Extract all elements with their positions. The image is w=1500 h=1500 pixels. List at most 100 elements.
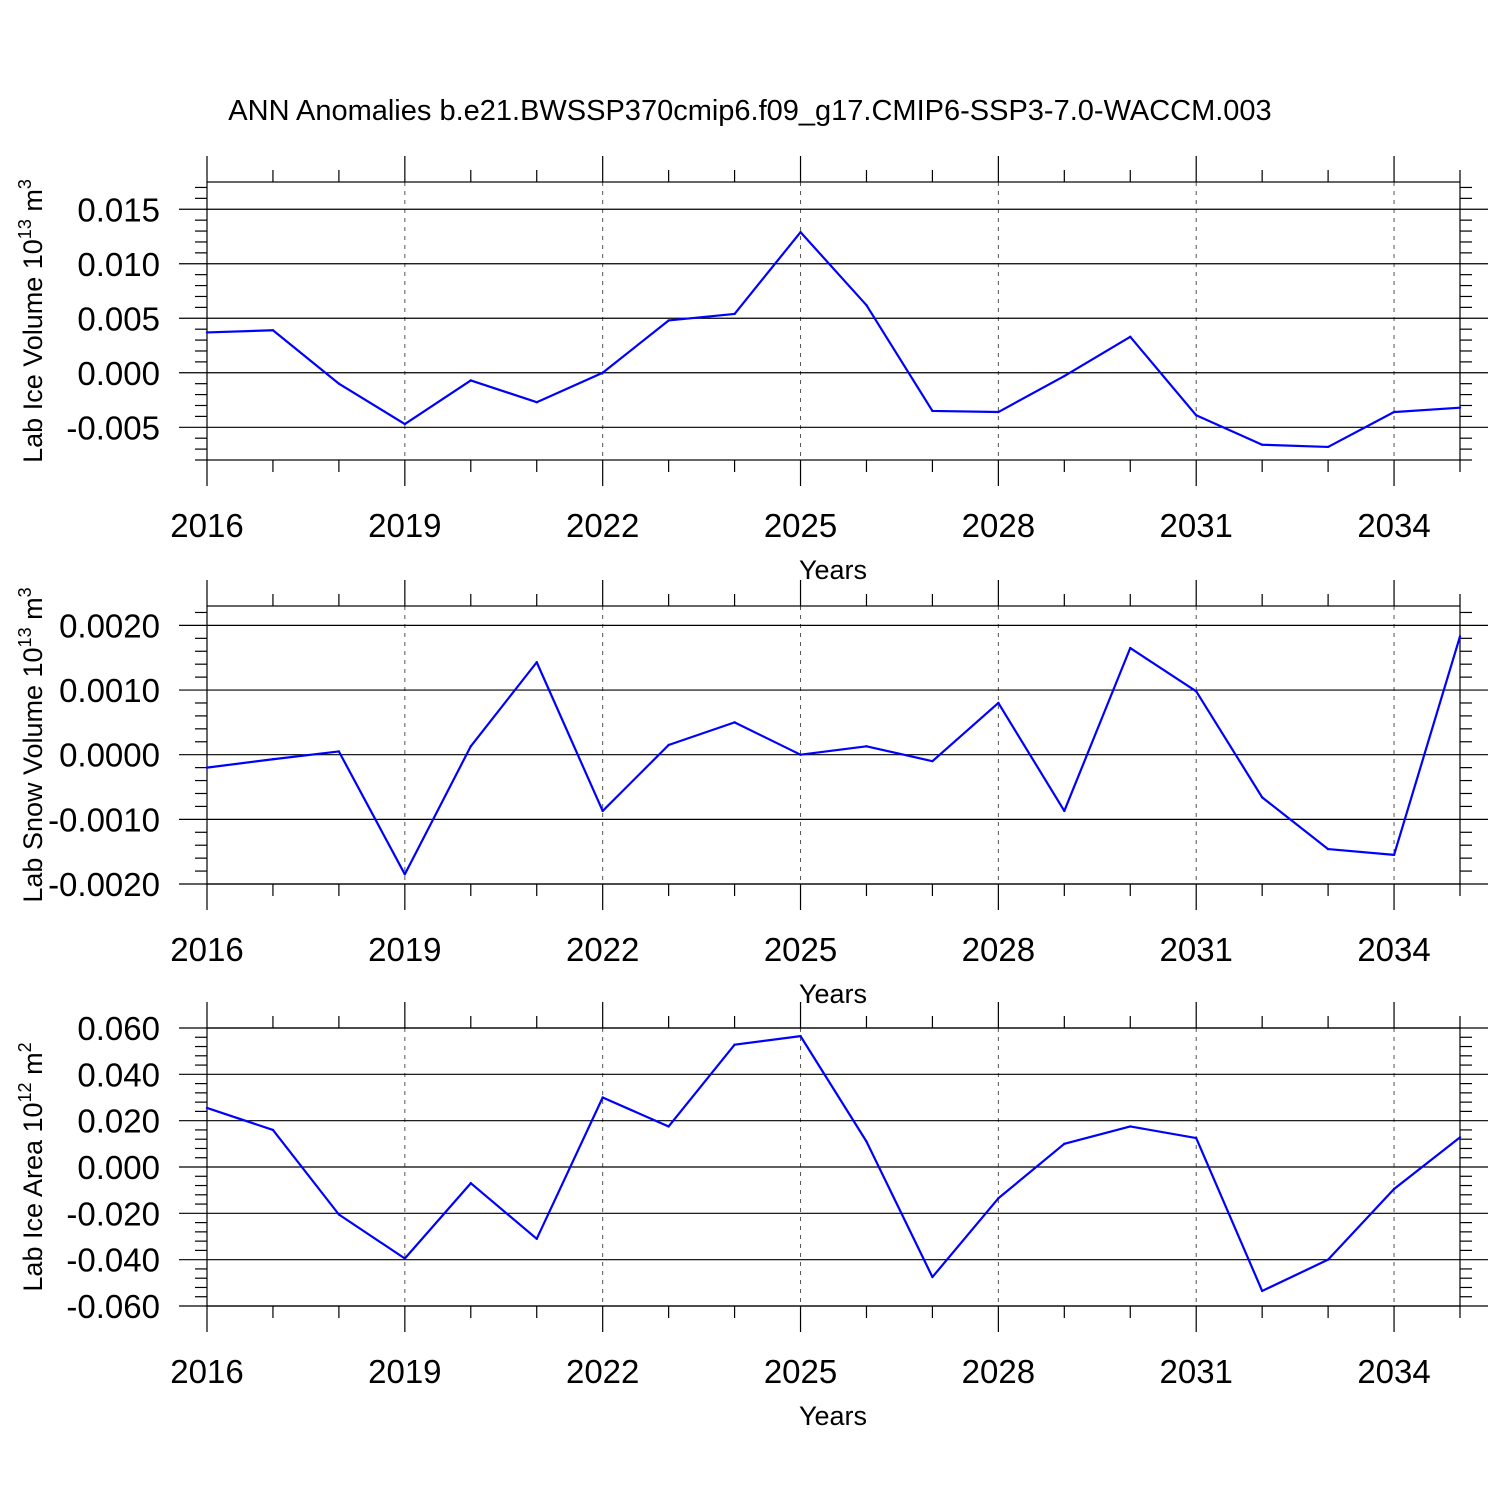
data-point	[1458, 635, 1462, 638]
data-point	[667, 743, 670, 747]
data-point	[733, 1043, 736, 1046]
data-point	[1195, 414, 1198, 417]
data-point	[865, 303, 868, 307]
data-point	[337, 382, 341, 385]
x-tick-label: 2034	[1357, 1353, 1430, 1390]
data-point	[1392, 1187, 1396, 1191]
data-point	[535, 1237, 538, 1241]
x-tick-label: 2022	[566, 507, 639, 544]
y-tick-label: 0.0020	[59, 607, 160, 644]
x-tick-label: 2028	[962, 1353, 1035, 1390]
data-point	[997, 701, 1000, 705]
y-axis-title: Lab Ice Volume 1013 m3	[15, 179, 48, 463]
data-point	[1129, 1125, 1132, 1128]
data-point	[865, 1140, 868, 1143]
x-tick-label: 2019	[368, 507, 441, 544]
y-tick-label: -0.0010	[48, 801, 160, 838]
data-point	[1326, 1258, 1330, 1261]
data-point	[1260, 443, 1264, 446]
y-axis-title-ylabel-unit-exp: 3	[15, 587, 35, 597]
data-point	[337, 750, 341, 753]
y-tick-label: -0.005	[66, 409, 160, 446]
panels: 2016 2019 2022 2025 2028 2031 2034 Years 0.015 0.…	[15, 156, 1488, 1431]
y-tick-label: -0.060	[66, 1288, 160, 1325]
data-point	[205, 1106, 209, 1110]
y-axis-title-ylabel-exp: 13	[15, 627, 35, 647]
data-point	[667, 319, 670, 322]
y-tick-label: 0.040	[77, 1056, 160, 1093]
data-point	[799, 1034, 802, 1038]
y-tick-label: 0.000	[77, 355, 160, 392]
data-point	[931, 409, 934, 413]
series-line	[206, 636, 1462, 876]
y-axis-title-ylabel-unit-exp: 2	[15, 1042, 35, 1052]
data-point	[997, 410, 1000, 414]
data-point	[1260, 796, 1264, 799]
panel-2: 2016 2019 2022 2025 2028 2031 2034 Years 0.0020 0…	[15, 580, 1488, 1009]
x-tick-label: 2031	[1159, 507, 1232, 544]
y-tick-label: 0.015	[77, 191, 160, 228]
x-tick-label: 2019	[368, 1353, 441, 1390]
plot-frame	[206, 181, 1461, 461]
x-tick-label: 2019	[368, 931, 441, 968]
data-point	[667, 1125, 670, 1128]
data-point	[403, 873, 407, 876]
data-point	[403, 422, 407, 426]
data-point	[1063, 809, 1066, 813]
data-point	[271, 1128, 275, 1132]
data-point	[1260, 1289, 1264, 1293]
x-axis-title: Years	[799, 555, 867, 585]
y-tick-label: 0.0010	[59, 672, 160, 709]
data-point	[733, 721, 736, 724]
x-tick-label: 2028	[962, 507, 1035, 544]
data-point	[271, 758, 275, 761]
data-point	[733, 312, 736, 316]
x-tick-label: 2025	[764, 507, 837, 544]
x-tick-label: 2031	[1159, 1353, 1232, 1390]
data-point	[1195, 690, 1198, 693]
x-axis-title: Years	[799, 1401, 867, 1431]
data-point	[601, 1096, 604, 1099]
panel-3: 2016 2019 2022 2025 2028 2031 2034 Years 0.060 0.…	[15, 1002, 1488, 1431]
y-tick-label: 0.010	[77, 246, 160, 283]
x-tick-label: 2031	[1159, 931, 1232, 968]
y-tick-label: 0.060	[77, 1010, 160, 1047]
data-point	[799, 230, 802, 234]
y-tick-label: -0.040	[66, 1242, 160, 1279]
x-tick-label: 2034	[1357, 931, 1430, 968]
series-line	[206, 1035, 1461, 1293]
data-point	[469, 1182, 472, 1185]
data-point	[931, 1275, 934, 1279]
data-point	[535, 401, 538, 404]
data-point	[337, 1213, 341, 1216]
panel-1: 2016 2019 2022 2025 2028 2031 2034 Years 0.015 0.…	[15, 156, 1488, 585]
y-axis-title-ylabel-unit: m	[18, 597, 48, 627]
y-tick-label: 0.0000	[59, 737, 160, 774]
data-point	[1129, 646, 1132, 650]
y-tick-label: -0.0020	[48, 866, 160, 903]
x-tick-label: 2025	[764, 931, 837, 968]
y-axis-title-ylabel-unit: m	[18, 189, 48, 219]
data-point	[1063, 374, 1066, 378]
x-tick-label: 2022	[566, 1353, 639, 1390]
y-tick-label: 0.020	[77, 1103, 160, 1140]
data-point	[1195, 1136, 1198, 1140]
data-point	[1063, 1142, 1066, 1146]
y-axis-title-ylabel-unit: m	[18, 1052, 48, 1082]
data-point	[1129, 335, 1132, 339]
x-tick-label: 2022	[566, 931, 639, 968]
x-tick-label: 2016	[170, 1353, 243, 1390]
x-tick-label: 2034	[1357, 507, 1430, 544]
data-point	[931, 759, 934, 763]
data-point	[271, 329, 275, 332]
data-point	[997, 1197, 1000, 1200]
y-axis-title: Lab Ice Area 1012 m2	[15, 1042, 48, 1291]
y-tick-label: 0.000	[77, 1149, 160, 1186]
x-tick-label: 2025	[764, 1353, 837, 1390]
data-point	[205, 331, 209, 334]
data-point	[1392, 853, 1396, 857]
y-tick-label: -0.020	[66, 1195, 160, 1232]
x-tick-label: 2016	[170, 507, 243, 544]
figure-title: ANN Anomalies b.e21.BWSSP370cmip6.f09_g1…	[228, 95, 1271, 127]
